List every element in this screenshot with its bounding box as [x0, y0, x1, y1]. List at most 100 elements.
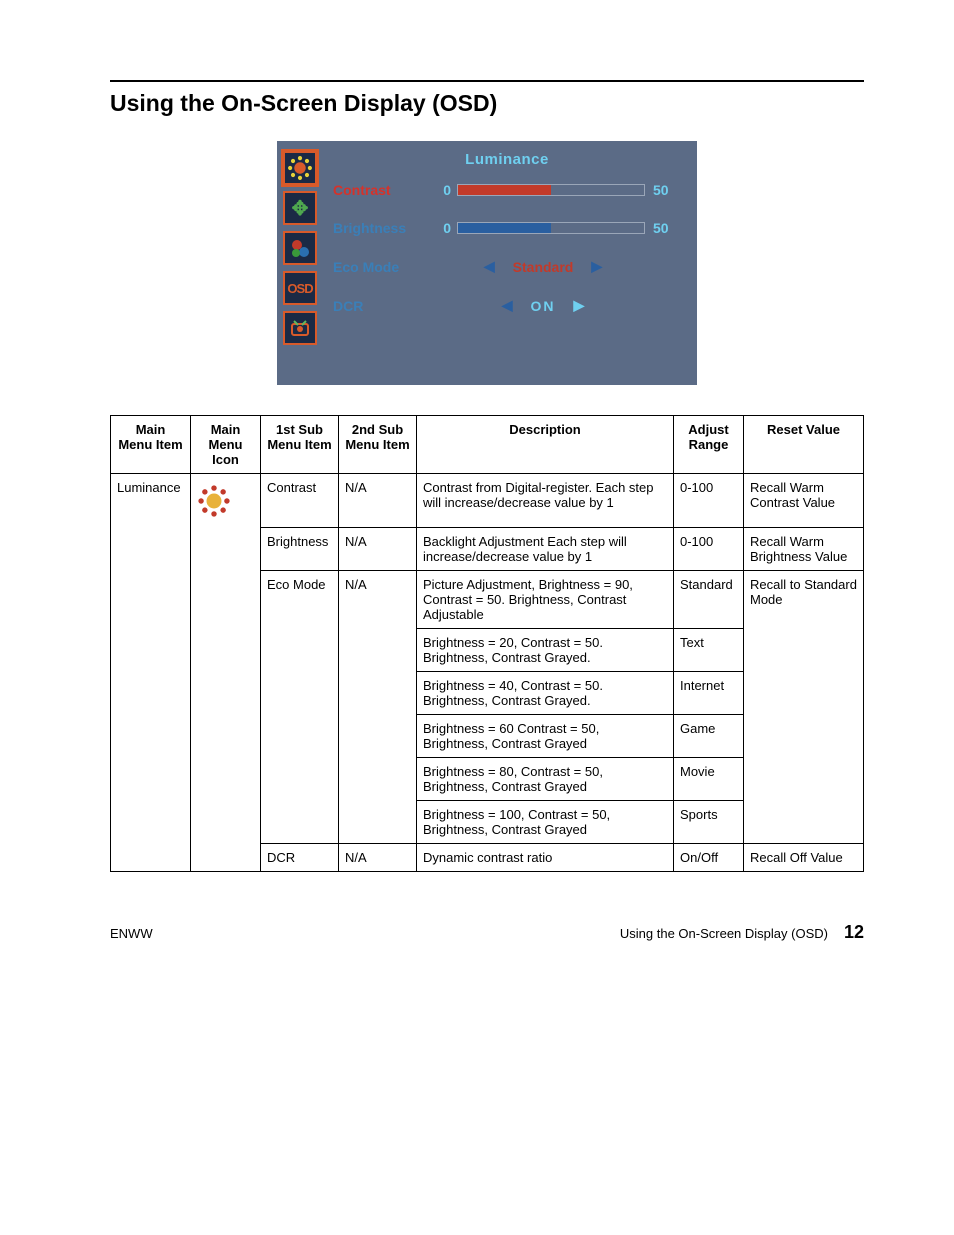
arrow-left-icon[interactable]: ◀	[484, 258, 495, 275]
cell-reset: Recall Off Value	[744, 843, 864, 871]
osd-menu-table: MainMenu ItemMainMenu Icon1st SubMenu It…	[110, 415, 864, 872]
cell-range: Text	[674, 628, 744, 671]
cell-sub2: N/A	[339, 527, 417, 570]
cell-sub2	[339, 714, 417, 757]
luminance-icon	[197, 484, 231, 521]
cell-reset	[744, 757, 864, 800]
osd-slider[interactable]	[457, 222, 645, 234]
top-rule	[110, 80, 864, 82]
cell-sub2: N/A	[339, 570, 417, 628]
table-row: Eco ModeN/APicture Adjustment, Brightnes…	[111, 570, 864, 628]
luminance-icon[interactable]	[283, 151, 317, 185]
cell-sub2	[339, 757, 417, 800]
cell-main	[111, 757, 191, 800]
table-header: AdjustRange	[674, 416, 744, 474]
cell-sub1	[261, 628, 339, 671]
osd-min: 0	[433, 182, 451, 198]
arrow-left-icon[interactable]: ◀	[502, 297, 513, 314]
cell-desc: Brightness = 60 Contrast = 50, Brightnes…	[417, 714, 674, 757]
cell-range: 0-100	[674, 474, 744, 528]
table-row: Brightness = 80, Contrast = 50, Brightne…	[111, 757, 864, 800]
cell-icon	[191, 474, 261, 528]
table-header: MainMenu Icon	[191, 416, 261, 474]
cell-main	[111, 714, 191, 757]
arrow-right-icon[interactable]: ▶	[591, 258, 602, 275]
cell-main	[111, 527, 191, 570]
osd-row: Contrast0 50	[333, 182, 681, 198]
cell-desc: Brightness = 20, Contrast = 50. Brightne…	[417, 628, 674, 671]
osd-mode-value: ON	[531, 298, 556, 314]
cell-sub1	[261, 671, 339, 714]
cell-range: 0-100	[674, 527, 744, 570]
cell-icon	[191, 527, 261, 570]
cell-sub1: Eco Mode	[261, 570, 339, 628]
cell-main: Luminance	[111, 474, 191, 528]
osd-row-label: DCR	[333, 298, 433, 314]
image-setup-icon[interactable]: ✥	[283, 191, 317, 225]
table-row: Brightness = 20, Contrast = 50. Brightne…	[111, 628, 864, 671]
extra-icon[interactable]	[283, 311, 317, 345]
table-row: Luminance ContrastN/AContrast from Digit…	[111, 474, 864, 528]
cell-main	[111, 843, 191, 871]
color-temp-icon[interactable]	[283, 231, 317, 265]
cell-sub2	[339, 800, 417, 843]
osd-setup-icon[interactable]: OSD	[283, 271, 317, 305]
cell-sub1: DCR	[261, 843, 339, 871]
cell-sub2	[339, 628, 417, 671]
cell-icon	[191, 570, 261, 628]
cell-main	[111, 671, 191, 714]
cell-reset: Recall Warm Contrast Value	[744, 474, 864, 528]
osd-row-label: Contrast	[333, 182, 433, 198]
cell-sub2: N/A	[339, 843, 417, 871]
cell-desc: Brightness = 100, Contrast = 50, Brightn…	[417, 800, 674, 843]
cell-reset	[744, 671, 864, 714]
osd-min: 0	[433, 220, 451, 236]
table-row: DCRN/ADynamic contrast ratioOn/OffRecall…	[111, 843, 864, 871]
osd-value: 50	[653, 182, 681, 198]
table-row: Brightness = 40, Contrast = 50. Brightne…	[111, 671, 864, 714]
cell-reset: Recall Warm Brightness Value	[744, 527, 864, 570]
osd-mode-value: Standard	[513, 259, 574, 275]
page-number: 12	[844, 922, 864, 943]
cell-reset	[744, 714, 864, 757]
osd-figure: ✥OSD Luminance Contrast0 50Brightness0 5…	[110, 141, 864, 385]
cell-main	[111, 800, 191, 843]
cell-reset: Recall to Standard Mode	[744, 570, 864, 628]
table-header: Description	[417, 416, 674, 474]
cell-range: On/Off	[674, 843, 744, 871]
cell-desc: Picture Adjustment, Brightness = 90, Con…	[417, 570, 674, 628]
cell-icon	[191, 757, 261, 800]
cell-desc: Brightness = 40, Contrast = 50. Brightne…	[417, 671, 674, 714]
cell-desc: Contrast from Digital-register. Each ste…	[417, 474, 674, 528]
cell-icon	[191, 800, 261, 843]
cell-icon	[191, 671, 261, 714]
cell-reset	[744, 628, 864, 671]
arrow-right-icon[interactable]: ▶	[574, 297, 585, 314]
cell-sub1	[261, 714, 339, 757]
osd-slider[interactable]	[457, 184, 645, 196]
osd-heading: Luminance	[333, 151, 681, 168]
footer-section: Using the On-Screen Display (OSD)	[620, 926, 828, 941]
cell-reset	[744, 800, 864, 843]
cell-main	[111, 628, 191, 671]
cell-desc: Brightness = 80, Contrast = 50, Brightne…	[417, 757, 674, 800]
osd-row-label: Brightness	[333, 220, 433, 236]
table-header: MainMenu Item	[111, 416, 191, 474]
cell-range: Movie	[674, 757, 744, 800]
cell-sub1	[261, 800, 339, 843]
osd-value: 50	[653, 220, 681, 236]
cell-sub2	[339, 671, 417, 714]
page-title: Using the On-Screen Display (OSD)	[110, 90, 864, 117]
cell-range: Sports	[674, 800, 744, 843]
footer-left: ENWW	[110, 926, 153, 941]
table-row: Brightness = 60 Contrast = 50, Brightnes…	[111, 714, 864, 757]
cell-icon	[191, 628, 261, 671]
osd-row: Brightness0 50	[333, 220, 681, 236]
page-footer: ENWW Using the On-Screen Display (OSD) 1…	[110, 922, 864, 943]
cell-desc: Dynamic contrast ratio	[417, 843, 674, 871]
table-row: Brightness = 100, Contrast = 50, Brightn…	[111, 800, 864, 843]
cell-icon	[191, 843, 261, 871]
table-header: 1st SubMenu Item	[261, 416, 339, 474]
cell-sub2: N/A	[339, 474, 417, 528]
table-row: BrightnessN/ABacklight Adjustment Each s…	[111, 527, 864, 570]
